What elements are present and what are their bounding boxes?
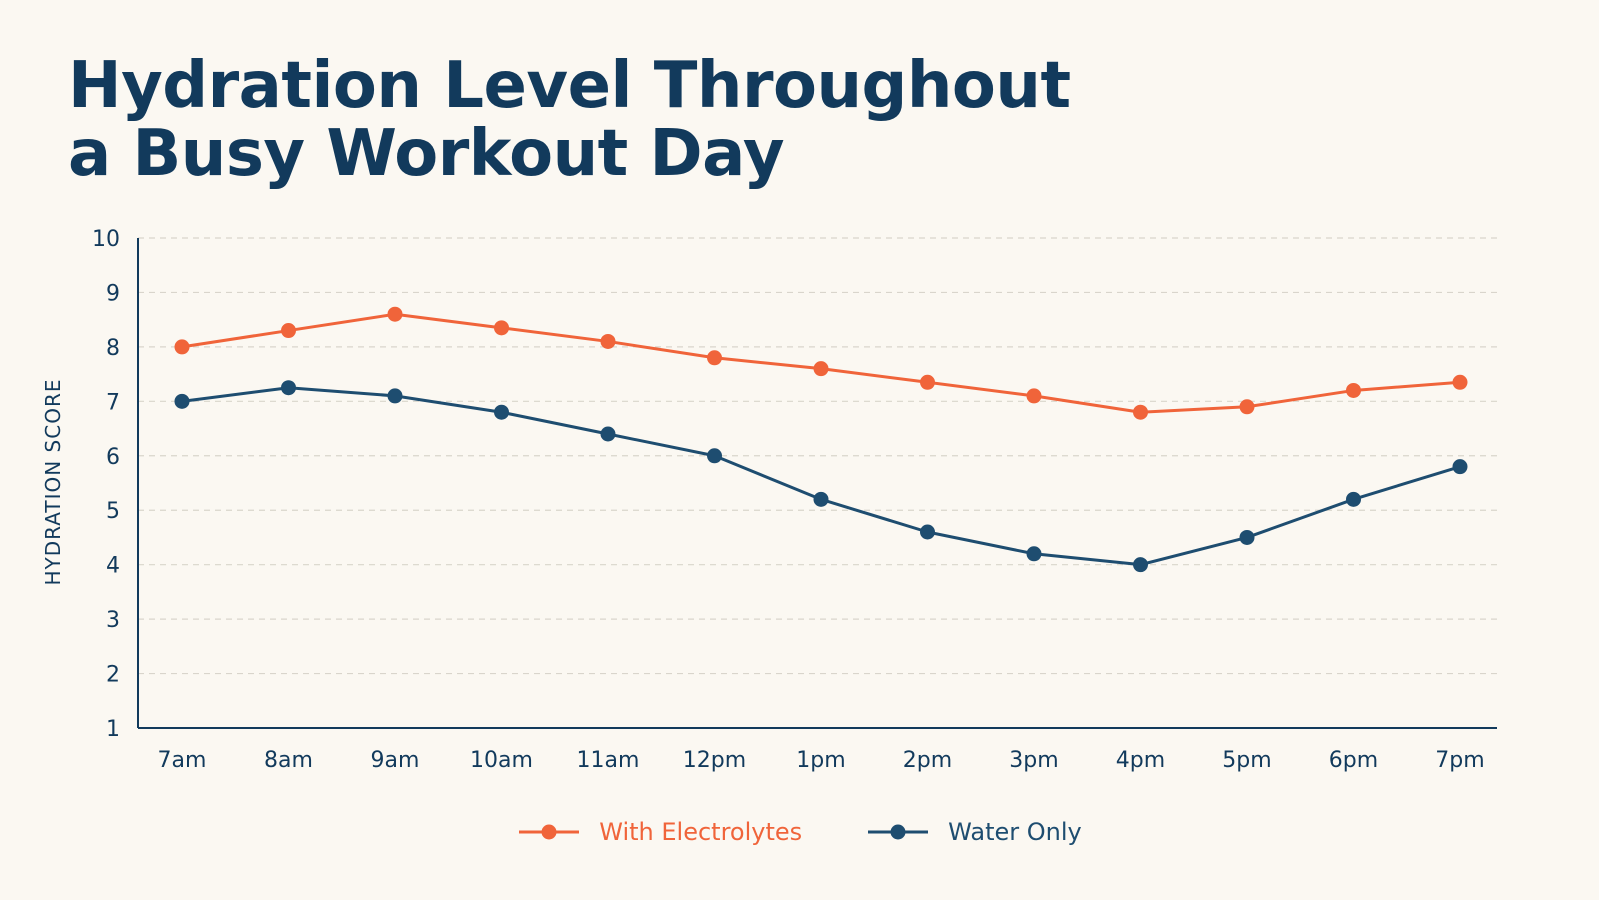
y-tick-label: 9 (106, 281, 120, 306)
data-point (1026, 546, 1042, 562)
data-point (1026, 388, 1042, 404)
x-tick-label: 10am (470, 748, 533, 773)
series-group (174, 306, 1468, 573)
x-tick-label: 7pm (1435, 748, 1484, 773)
x-tick-label: 4pm (1116, 748, 1165, 773)
legend-item: With Electrolytes (517, 818, 802, 846)
x-tick-label: 1pm (796, 748, 845, 773)
data-point (1133, 557, 1148, 573)
y-tick-label: 6 (106, 445, 120, 470)
legend-marker (519, 824, 580, 840)
y-tick-label: 7 (106, 390, 120, 415)
x-tick-labels: 7am 8am 9am 10am 11am 12pm 1pm 2pm 3pm 4pm 5pm 6pm 7… (158, 748, 1485, 773)
chart-title-line-1: Hydration Level Throughout (68, 49, 1071, 123)
gridlines (138, 237, 1497, 675)
y-tick-label: 8 (106, 336, 120, 361)
x-tick-label: 2pm (903, 748, 952, 773)
data-point (387, 388, 403, 404)
y-tick-label: 10 (92, 227, 120, 252)
data-point (707, 350, 722, 366)
data-point (813, 361, 829, 377)
data-point (1346, 491, 1361, 507)
series-1 (174, 380, 1468, 573)
x-tick-label: 12pm (683, 748, 746, 773)
legend: With Electrolytes Water Only (0, 812, 1599, 852)
series-0 (174, 306, 1468, 420)
y-tick-label: 5 (106, 499, 120, 524)
data-point (1452, 374, 1468, 390)
legend-label: With Electrolytes (599, 818, 803, 846)
y-tick-label: 1 (106, 717, 120, 742)
data-point (1239, 399, 1255, 415)
data-point (387, 306, 403, 322)
axes (137, 238, 1497, 729)
data-point (920, 374, 935, 390)
x-tick-label: 6pm (1329, 748, 1378, 773)
data-point (707, 448, 722, 464)
data-point (174, 339, 190, 355)
x-tick-label: 8am (264, 748, 313, 773)
x-tick-label: 3pm (1009, 748, 1058, 773)
data-point (1452, 459, 1468, 475)
legend-marker (868, 824, 929, 840)
chart-title-line-2: a Busy Workout Day (68, 117, 785, 191)
y-tick-label: 2 (106, 663, 120, 688)
legend-label: Water Only (948, 818, 1082, 846)
data-point (494, 320, 509, 336)
data-point (1133, 404, 1148, 420)
y-axis-label: HYDRATION SCORE (41, 379, 65, 586)
x-tick-label: 7am (158, 748, 207, 773)
data-point (281, 323, 296, 339)
data-point (174, 393, 190, 409)
x-tick-label: 5pm (1222, 748, 1271, 773)
y-tick-label: 3 (106, 608, 120, 633)
data-point (813, 491, 829, 507)
data-point (281, 380, 296, 396)
x-tick-label: 11am (577, 748, 640, 773)
series-line (181, 386, 1461, 567)
data-point (600, 426, 616, 442)
data-point (494, 404, 509, 420)
data-point (1346, 382, 1361, 398)
legend-item: Water Only (866, 818, 1082, 846)
y-tick-label: 4 (106, 554, 120, 579)
x-tick-label: 9am (371, 748, 420, 773)
y-tick-labels: 1 2 3 4 5 6 7 8 9 10 (92, 227, 120, 742)
data-point (920, 524, 935, 540)
data-point (600, 333, 616, 349)
data-point (1239, 529, 1255, 545)
chart-title: Hydration Level Throughout a Busy Workou… (68, 52, 1071, 188)
